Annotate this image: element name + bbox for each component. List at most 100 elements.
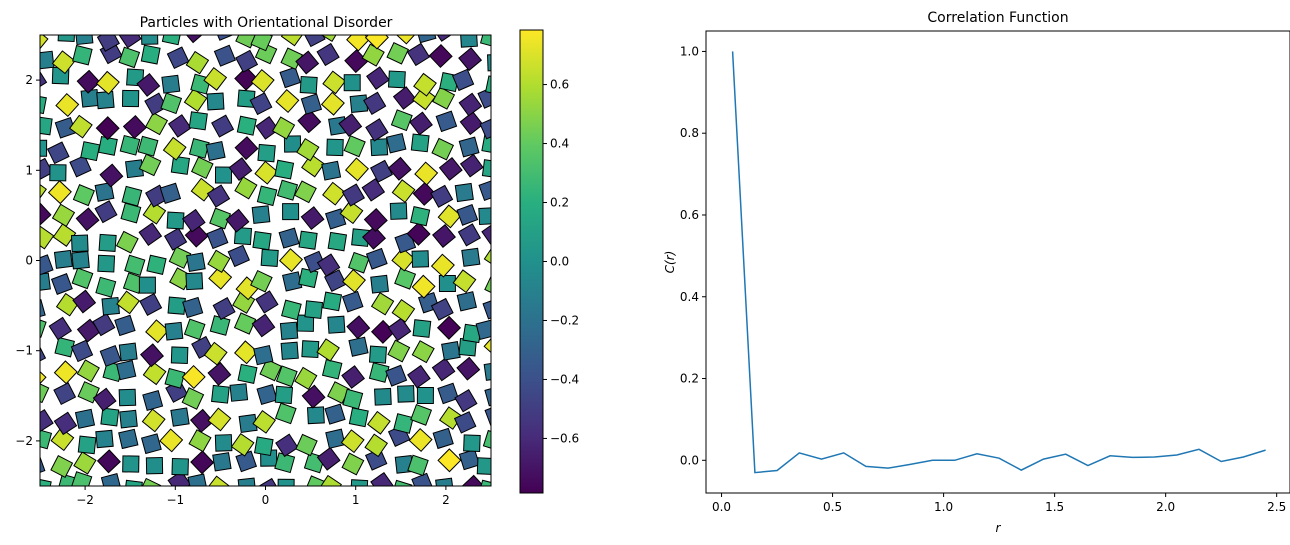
particle-marker [181,35,206,44]
particle-marker [53,360,78,385]
particle-marker [159,428,184,453]
particle-marker [76,359,100,383]
particle-marker [437,204,462,229]
particle-marker [318,474,342,486]
particle-marker [122,114,147,140]
particle-marker [213,44,236,67]
particle-marker [293,180,317,204]
particle-marker [188,111,208,131]
particle-marker [140,343,164,368]
particle-marker [72,184,95,207]
particle-marker [391,298,416,323]
particle-marker [393,413,414,434]
particle-marker [387,70,406,89]
particle-marker [278,248,304,273]
particle-marker [484,274,491,298]
particle-marker [385,132,407,154]
particle-marker [364,35,389,50]
particle-marker [348,251,370,274]
particle-marker [320,91,345,116]
particle-marker [250,269,273,293]
colorbar-tick-label: 0.0 [550,255,569,269]
particle-marker [40,409,54,433]
particle-marker [454,182,474,203]
particle-marker [385,364,408,387]
particle-marker [74,35,94,46]
particle-marker [203,341,228,366]
particle-marker [323,269,347,293]
particle-marker [257,477,281,486]
particle-marker [410,133,430,153]
particle-marker [301,340,320,359]
particle-marker [115,230,139,254]
particle-marker [327,231,348,252]
particle-marker [411,274,436,299]
particle-marker [477,86,491,109]
particle-marker [481,221,491,246]
particle-marker [160,92,183,115]
particle-marker [142,200,167,225]
particle-marker [40,380,50,404]
particle-marker [438,274,456,293]
particle-marker [94,181,115,202]
particle-marker [72,44,93,66]
particle-marker [343,135,366,158]
particle-marker [391,179,416,204]
particle-marker [187,473,208,486]
particle-marker [138,276,156,294]
particle-marker [253,344,274,366]
particle-marker [387,317,412,342]
particle-marker [317,35,342,42]
particle-marker [341,365,366,389]
particle-marker [301,384,326,409]
particle-marker [40,139,48,157]
particle-marker [170,346,189,364]
particle-marker [234,340,258,365]
particle-marker [207,361,232,386]
particle-marker [167,114,192,138]
particle-marker [40,35,49,53]
particle-marker [40,179,47,203]
particle-marker [206,475,230,486]
particle-marker [275,365,298,388]
particle-marker [283,135,302,153]
particle-marker [411,472,434,486]
particle-marker [206,92,225,111]
particle-marker [77,435,97,455]
particle-marker [482,429,491,452]
particle-marker [341,452,365,476]
particle-marker [409,111,433,136]
particle-marker [94,200,118,224]
particle-marker [387,339,411,363]
particle-marker [95,116,120,141]
particle-marker [459,35,478,48]
particle-marker [326,138,344,157]
particle-marker [142,361,167,386]
correlation-ytick-label: 0.6 [680,208,699,222]
particle-marker [76,69,101,94]
particle-marker [412,319,432,338]
particle-marker [432,427,454,450]
particle-marker [80,88,100,108]
particle-marker [322,291,343,312]
particle-marker [40,116,53,136]
particle-marker [233,226,253,246]
particle-marker [301,153,325,178]
particle-marker [167,470,192,486]
particle-marker [164,367,186,389]
particle-marker [95,70,120,95]
particle-marker [250,69,275,93]
particle-marker [52,223,77,247]
particle-marker [253,436,274,457]
particle-marker [456,356,481,381]
particle-marker [250,35,273,52]
particle-marker [55,292,80,317]
particle-marker [73,451,97,475]
particle-marker [257,143,276,163]
particle-marker [71,250,90,270]
particle-marker [461,247,481,267]
particle-marker [482,297,491,320]
scatter-ytick-label: 0 [25,254,33,268]
particle-marker [416,386,434,405]
particle-marker [431,137,455,161]
